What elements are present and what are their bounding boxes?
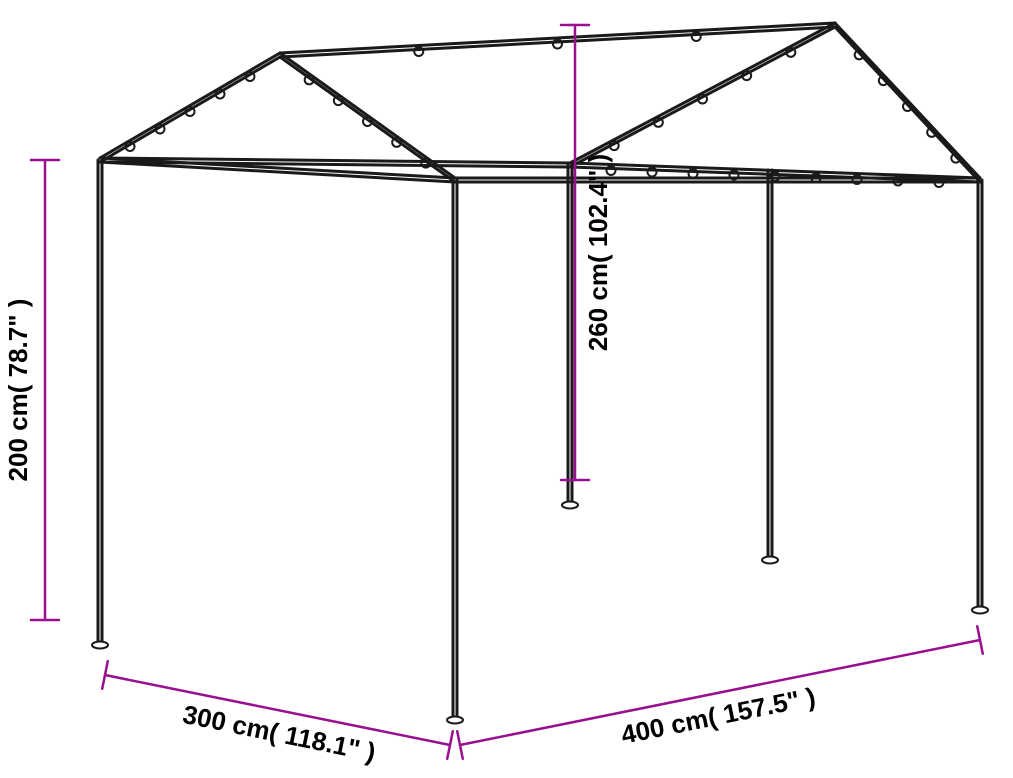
label-height-200: 200 cm( 78.7" )	[3, 299, 33, 482]
label-height-260: 260 cm( 102.4" )	[583, 154, 613, 351]
rafter-rear-left	[570, 23, 835, 163]
ridge-beam-b	[280, 27, 835, 57]
